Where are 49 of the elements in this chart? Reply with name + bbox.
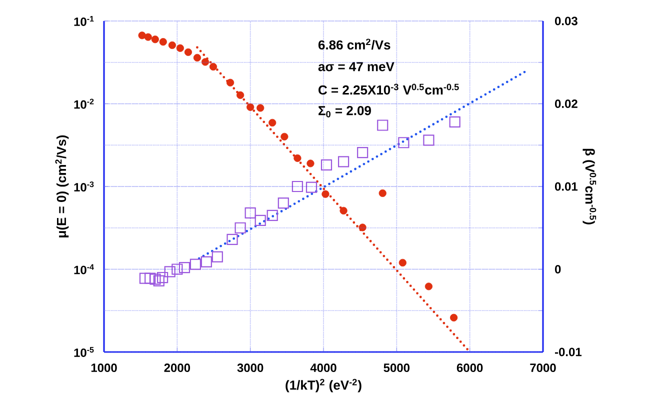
x-tick-label: 6000: [456, 364, 483, 372]
point: [201, 58, 210, 66]
y-tick-label: 10$^{-3}$: [74, 181, 94, 192]
y2-tick-label: 0.01: [554, 182, 578, 191]
point: [168, 41, 176, 49]
point: [176, 44, 184, 52]
point: [358, 224, 366, 232]
x-axis-title: (1/kT)$^{2}$ (eV$^{-2}$): [286, 378, 362, 392]
point: [256, 104, 264, 112]
point: [424, 282, 433, 290]
y-tick-label: 10$^{-4}$: [74, 264, 94, 274]
y2-axis-title: β (V$^{0.5}$cm$^{-0.5}$): [582, 148, 596, 224]
x-tick-label: 5000: [384, 364, 410, 372]
y-tick-label: 10$^{-1}$: [74, 16, 94, 26]
x-tick-label: 3000: [237, 364, 264, 372]
point: [209, 62, 218, 71]
y2-tick-label: 0.02: [554, 100, 578, 108]
point: [226, 78, 234, 86]
point: [268, 118, 276, 127]
point: [236, 91, 244, 99]
annotation: C = 2.25X10$^{-3}$ V$^{0.5}$cm$^{-0.5}$: [318, 84, 459, 95]
annotation: 6.86 cm$^{2}$/Vs: [318, 38, 390, 50]
y2-tick-label: 0: [554, 264, 561, 274]
point: [193, 54, 202, 62]
point: [280, 132, 288, 140]
x-tick-label: 7000: [530, 364, 556, 372]
point: [340, 206, 348, 214]
point: [246, 103, 254, 111]
point: [450, 314, 458, 322]
point: [138, 32, 146, 40]
y-axis-title: μ(E = 0) (cm$^{2}$/Vs): [55, 135, 69, 238]
point: [184, 48, 192, 56]
point: [306, 160, 314, 168]
y-tick-label: 10$^{-5}$: [74, 347, 94, 357]
x-tick-label: 4000: [310, 364, 336, 372]
x-tick-label: 1000: [91, 364, 117, 372]
y2-tick-label: -0.01: [554, 348, 582, 356]
point: [398, 258, 406, 266]
y2-tick-label: 0.03: [554, 16, 578, 26]
y-tick-label: 10$^{-2}$: [74, 98, 94, 109]
point: [159, 38, 167, 46]
point: [144, 33, 152, 41]
point: [378, 189, 386, 197]
annotation: Σ$_{0}$ = 2.09: [318, 106, 371, 118]
annotation: aσ = 47 meV: [318, 62, 394, 72]
x-tick-label: 2000: [164, 364, 190, 372]
point: [322, 190, 330, 198]
point: [151, 36, 159, 44]
point: [294, 154, 302, 162]
